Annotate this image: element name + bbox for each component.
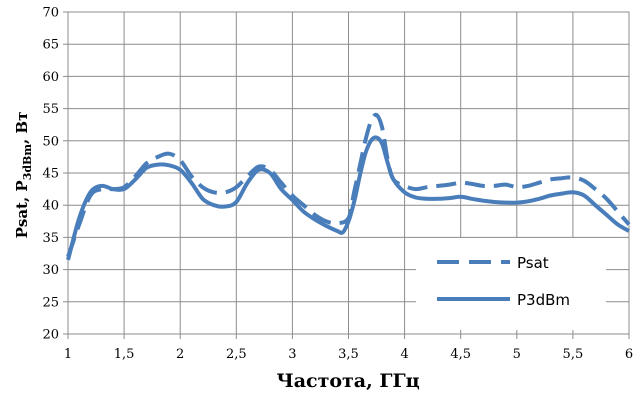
legend-label-p3dbm: P3dBm (517, 291, 570, 309)
x-tick-label-10: 6 (625, 347, 633, 362)
x-tick-label-4: 3 (288, 347, 296, 362)
legend-box (416, 238, 606, 330)
x-tick-label-5: 3,5 (338, 347, 359, 362)
x-tick-label-9: 5,5 (563, 347, 584, 362)
x-tick-label-6: 4 (400, 347, 408, 362)
x-tick-label-8: 5 (513, 347, 521, 362)
x-tick-label-0: 1 (64, 347, 72, 362)
legend-label-psat: Psat (517, 254, 549, 272)
x-tick-label-7: 4,5 (450, 347, 471, 362)
y-axis-ticks: 20 25 30 35 40 45 50 55 60 65 70 (42, 6, 68, 343)
y-axis-title-subscript: 3dBm (21, 144, 34, 181)
y-tick-label-9: 65 (42, 38, 59, 53)
series-line-p3dbm (66, 135, 631, 261)
x-axis-title: Частота, ГГц (276, 370, 419, 392)
x-tick-label-1: 1,5 (114, 347, 135, 362)
y-tick-label-6: 50 (42, 134, 59, 149)
y-tick-label-5: 45 (42, 167, 59, 182)
legend: Psat P3dBm (416, 238, 606, 330)
y-tick-label-4: 40 (42, 199, 59, 214)
y-tick-label-2: 30 (42, 263, 59, 278)
y-axis-title: Psat, P3dBm, Вт (13, 112, 34, 239)
y-tick-label-3: 35 (42, 231, 59, 246)
series-line-psat (66, 112, 631, 258)
y-axis-title-base: Psat, P (13, 180, 31, 238)
x-tick-label-3: 2,5 (226, 347, 247, 362)
y-tick-label-8: 60 (42, 70, 59, 85)
y-tick-label-1: 25 (42, 295, 59, 310)
plot-series (66, 112, 631, 261)
x-tick-label-2: 2 (176, 347, 184, 362)
x-axis-ticks: 1 1,5 2 2,5 3 3,5 4 4,5 5 5,5 6 (64, 334, 633, 362)
y-tick-label-10: 70 (42, 6, 59, 21)
y-tick-label-7: 55 (42, 102, 59, 117)
y-axis-title-tail: , Вт (13, 112, 31, 144)
y-tick-label-0: 20 (42, 328, 59, 343)
